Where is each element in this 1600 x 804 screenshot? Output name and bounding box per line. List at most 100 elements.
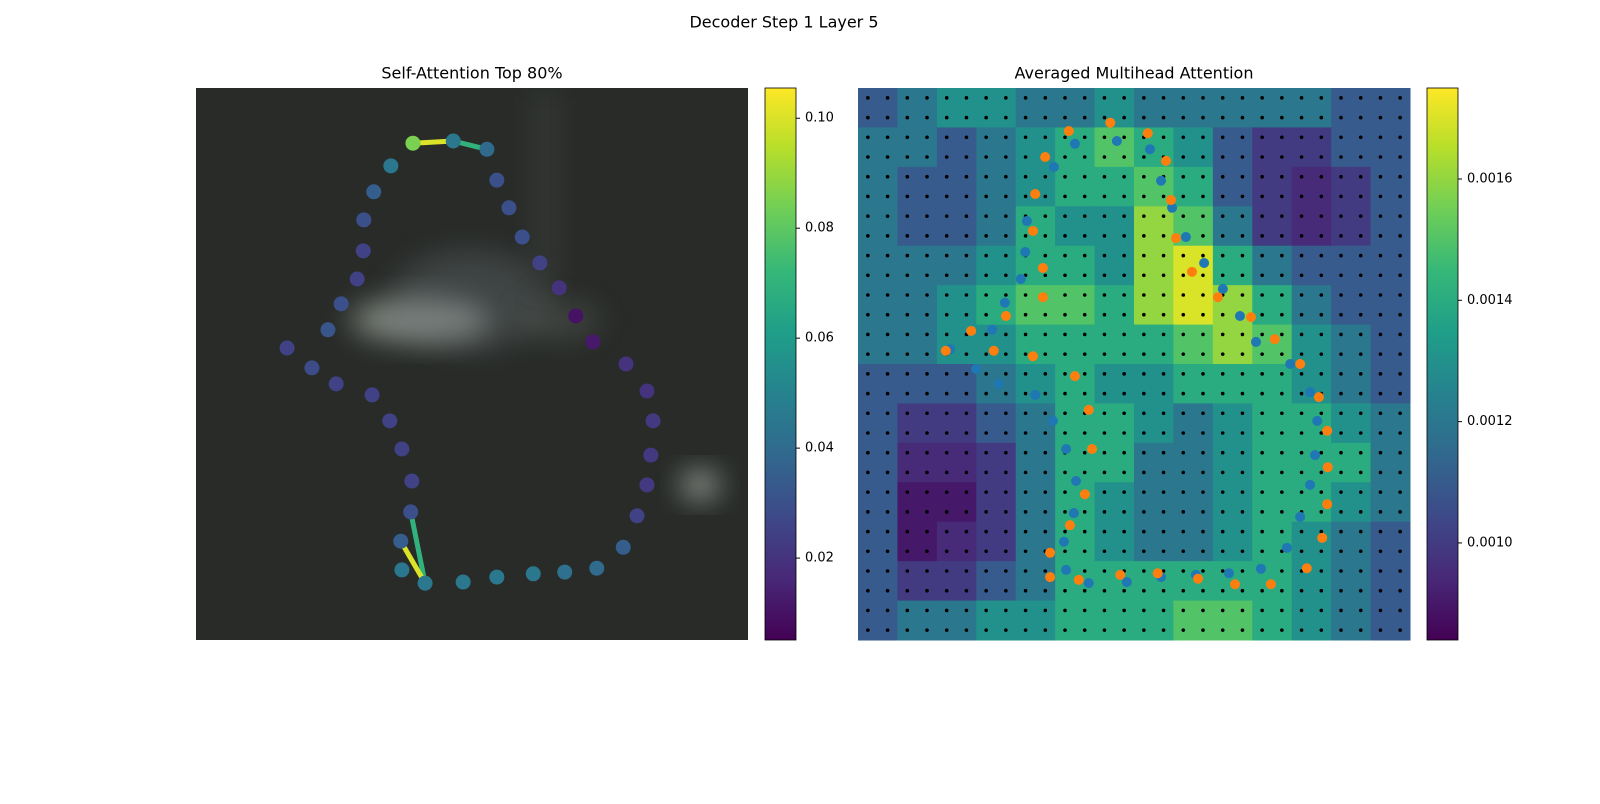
heatmap-cell	[976, 521, 1017, 562]
grid-dot	[1260, 135, 1264, 140]
heatmap-cell	[1055, 600, 1096, 641]
grid-dot	[984, 411, 988, 416]
grid-dot	[1004, 608, 1008, 613]
grid-dot	[984, 96, 988, 100]
grid-dot	[1398, 234, 1402, 238]
point	[489, 569, 505, 585]
heatmap-cell	[1055, 166, 1096, 207]
point	[940, 345, 951, 356]
grid-dot	[1398, 372, 1402, 376]
grid-dot	[1181, 450, 1186, 455]
grid-dot	[1063, 628, 1067, 632]
grid-dot	[905, 411, 910, 416]
grid-dot	[1023, 431, 1028, 435]
grid-dot	[1063, 135, 1067, 140]
grid-dot	[1378, 431, 1383, 435]
grid-dot	[964, 372, 969, 376]
grid-dot	[1339, 549, 1343, 554]
heatmap-cell	[1134, 600, 1174, 641]
grid-dot	[1378, 174, 1383, 179]
grid-dot	[1161, 431, 1166, 435]
grid-dot	[1220, 628, 1225, 632]
grid-dot	[984, 352, 988, 356]
grid-dot	[1063, 411, 1067, 416]
heatmap-cell	[1094, 166, 1135, 207]
grid-dot	[1220, 234, 1225, 238]
grid-dot	[1358, 628, 1363, 632]
grid-dot	[1339, 174, 1343, 179]
grid-dot	[1299, 234, 1304, 238]
grid-dot	[1102, 332, 1107, 337]
point	[1030, 188, 1041, 199]
grid-dot	[925, 391, 929, 396]
grid-dot	[944, 214, 949, 218]
grid-dot	[866, 174, 870, 179]
grid-dot	[866, 234, 870, 238]
grid-dot	[1319, 549, 1324, 554]
grid-dot	[1280, 588, 1284, 593]
heatmap-cell	[858, 324, 898, 365]
grid-dot	[1181, 174, 1186, 179]
grid-dot	[1181, 391, 1186, 396]
grid-dot	[1220, 96, 1225, 100]
grid-dot	[1063, 115, 1067, 120]
heatmap-cell	[976, 442, 1017, 483]
grid-dot	[1161, 510, 1166, 514]
heatmap-cell	[1252, 245, 1293, 286]
grid-dot	[1299, 135, 1304, 140]
grid-dot	[1220, 470, 1225, 475]
heatmap-cell	[1291, 442, 1332, 483]
grid-dot	[1181, 253, 1186, 258]
grid-dot	[1398, 174, 1402, 179]
grid-dot	[1201, 411, 1205, 416]
grid-dot	[905, 391, 910, 396]
grid-dot	[925, 628, 929, 632]
heatmap-cell	[897, 561, 938, 602]
grid-dot	[1122, 372, 1126, 376]
grid-dot	[944, 569, 949, 573]
heatmap-cell	[1134, 245, 1174, 286]
grid-dot	[1220, 155, 1225, 159]
heatmap-cell	[1212, 403, 1253, 444]
grid-dot	[905, 234, 910, 238]
grid-dot	[1339, 352, 1343, 356]
point	[1048, 161, 1059, 172]
grid-dot	[1280, 214, 1284, 218]
grid-dot	[1102, 214, 1107, 218]
point	[1156, 175, 1167, 186]
heatmap-cell	[1094, 206, 1135, 247]
grid-dot	[925, 273, 929, 278]
point	[279, 340, 295, 356]
heatmap-cell	[858, 482, 898, 523]
heatmap-cell	[858, 364, 898, 404]
heatmap-cell	[1094, 403, 1135, 444]
grid-dot	[1102, 470, 1107, 475]
grid-dot	[1102, 569, 1107, 573]
grid-dot	[1023, 293, 1028, 297]
heatmap-cell	[1370, 324, 1411, 365]
heatmap-cell	[897, 285, 938, 326]
grid-dot	[1004, 332, 1008, 337]
heatmap-cell	[1331, 206, 1372, 247]
grid-dot	[1161, 569, 1166, 573]
heatmap-cell	[1252, 88, 1293, 128]
grid-dot	[925, 470, 929, 475]
grid-dot	[984, 490, 988, 494]
colorbar-tick-label: 0.0016	[1467, 171, 1513, 186]
point	[1037, 292, 1048, 303]
grid-dot	[964, 96, 969, 100]
grid-dot	[1082, 450, 1087, 455]
grid-dot	[1122, 115, 1126, 120]
grid-dot	[1319, 155, 1324, 159]
grid-dot	[1142, 253, 1146, 258]
grid-dot	[1201, 312, 1205, 317]
heatmap-cell	[936, 482, 977, 523]
grid-dot	[1043, 490, 1048, 494]
point	[993, 378, 1004, 389]
heatmap-cell	[1173, 127, 1214, 168]
heatmap-cell	[1134, 364, 1174, 404]
heatmap-cell	[1212, 364, 1253, 404]
heatmap-cell	[1015, 442, 1056, 483]
grid-dot	[1023, 569, 1028, 573]
grid-dot	[984, 234, 988, 238]
